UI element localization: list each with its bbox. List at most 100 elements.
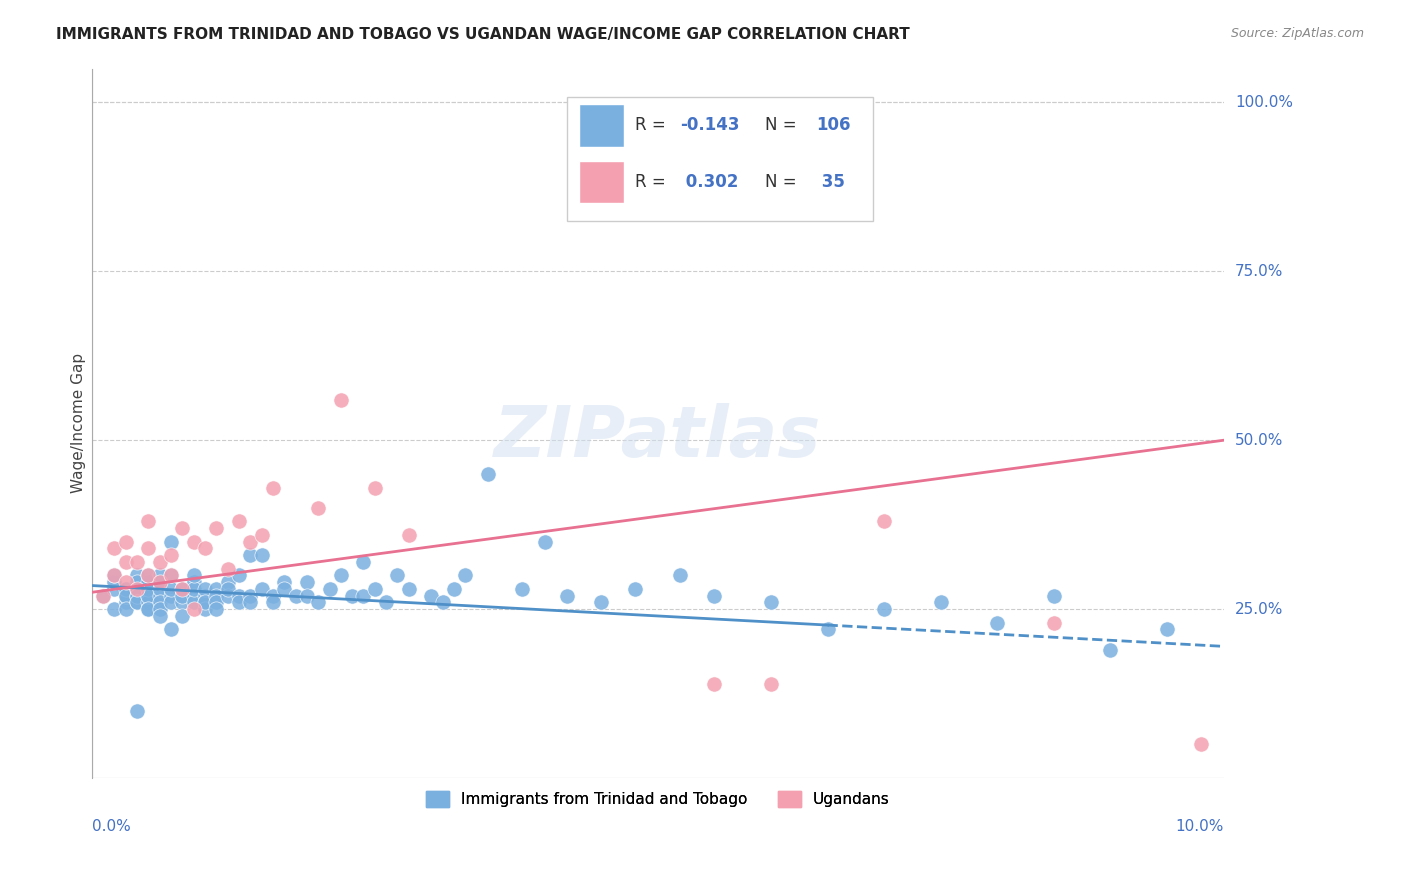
- Point: [127, 575, 149, 590]
- Point: [398, 582, 420, 596]
- Point: [295, 589, 318, 603]
- Point: [624, 582, 647, 596]
- Point: [759, 676, 782, 690]
- Point: [591, 595, 613, 609]
- Point: [149, 609, 172, 624]
- Text: ZIPatlas: ZIPatlas: [494, 403, 821, 472]
- Point: [149, 582, 172, 596]
- Point: [138, 575, 160, 590]
- Text: Wage/Income Gap: Wage/Income Gap: [70, 353, 86, 493]
- Point: [217, 575, 239, 590]
- Text: 25.0%: 25.0%: [1234, 602, 1284, 616]
- Point: [114, 595, 136, 609]
- Point: [1189, 737, 1212, 751]
- Text: 100.0%: 100.0%: [1234, 95, 1294, 110]
- Point: [149, 575, 172, 590]
- Point: [205, 521, 228, 535]
- Point: [183, 575, 205, 590]
- Point: [114, 589, 136, 603]
- Point: [250, 582, 273, 596]
- Point: [239, 548, 262, 562]
- FancyBboxPatch shape: [578, 104, 624, 146]
- Point: [250, 548, 273, 562]
- Point: [217, 561, 239, 575]
- Point: [91, 589, 114, 603]
- Text: 10.0%: 10.0%: [1175, 819, 1223, 834]
- Point: [172, 589, 194, 603]
- FancyBboxPatch shape: [567, 97, 873, 221]
- Point: [329, 568, 352, 582]
- Point: [138, 582, 160, 596]
- Point: [205, 582, 228, 596]
- Text: 0.302: 0.302: [681, 173, 738, 191]
- Point: [194, 589, 217, 603]
- Point: [183, 534, 205, 549]
- Point: [1043, 615, 1066, 630]
- Point: [318, 582, 340, 596]
- Point: [103, 602, 125, 616]
- Point: [138, 595, 160, 609]
- Point: [114, 589, 136, 603]
- Point: [375, 595, 398, 609]
- Point: [703, 676, 725, 690]
- Point: [138, 589, 160, 603]
- Point: [183, 595, 205, 609]
- Point: [228, 514, 250, 528]
- Point: [398, 528, 420, 542]
- Point: [194, 541, 217, 556]
- Point: [533, 534, 555, 549]
- Point: [217, 582, 239, 596]
- Point: [273, 582, 295, 596]
- Point: [127, 582, 149, 596]
- Point: [127, 595, 149, 609]
- Point: [669, 568, 692, 582]
- Point: [703, 589, 725, 603]
- Point: [172, 521, 194, 535]
- Point: [160, 534, 183, 549]
- Text: 75.0%: 75.0%: [1234, 264, 1284, 279]
- Text: R =: R =: [636, 173, 671, 191]
- Point: [138, 589, 160, 603]
- Point: [103, 541, 125, 556]
- Point: [420, 589, 443, 603]
- Point: [127, 589, 149, 603]
- Point: [228, 595, 250, 609]
- Point: [329, 392, 352, 407]
- Point: [138, 602, 160, 616]
- Point: [127, 595, 149, 609]
- Point: [250, 528, 273, 542]
- Text: N =: N =: [765, 173, 803, 191]
- Point: [239, 595, 262, 609]
- Point: [340, 589, 363, 603]
- Point: [127, 704, 149, 718]
- Point: [443, 582, 465, 596]
- Point: [1156, 623, 1178, 637]
- Point: [454, 568, 477, 582]
- Point: [183, 589, 205, 603]
- Point: [114, 602, 136, 616]
- Point: [273, 575, 295, 590]
- Text: 0.0%: 0.0%: [91, 819, 131, 834]
- Point: [1043, 589, 1066, 603]
- Point: [172, 609, 194, 624]
- Point: [172, 582, 194, 596]
- Point: [138, 582, 160, 596]
- Point: [114, 555, 136, 569]
- Point: [194, 595, 217, 609]
- Point: [127, 589, 149, 603]
- Point: [262, 481, 284, 495]
- Point: [149, 595, 172, 609]
- Point: [555, 589, 578, 603]
- Point: [114, 582, 136, 596]
- Point: [284, 589, 307, 603]
- Point: [364, 481, 387, 495]
- Text: -0.143: -0.143: [681, 116, 740, 135]
- Point: [160, 595, 183, 609]
- Point: [262, 595, 284, 609]
- Text: 50.0%: 50.0%: [1234, 433, 1284, 448]
- Point: [138, 568, 160, 582]
- Point: [149, 602, 172, 616]
- Point: [194, 595, 217, 609]
- Point: [387, 568, 409, 582]
- Point: [217, 589, 239, 603]
